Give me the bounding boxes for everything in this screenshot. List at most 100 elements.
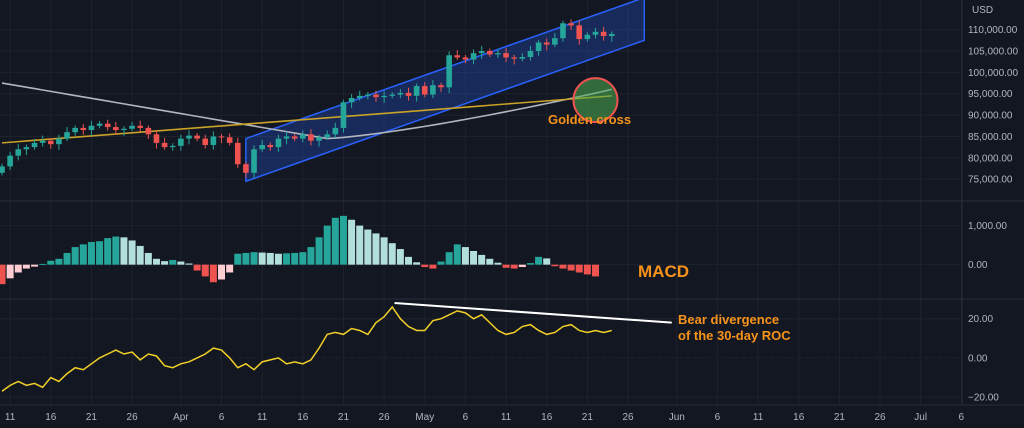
x-tick-label: 6 <box>715 412 721 423</box>
x-tick-label: 16 <box>793 412 805 423</box>
candle-body <box>267 145 274 148</box>
macd-bar <box>193 264 201 271</box>
golden-cross-marker <box>572 77 619 124</box>
macd-bar <box>559 264 567 269</box>
x-tick-label: 16 <box>541 412 553 423</box>
candle-body <box>316 137 322 141</box>
candle-body <box>300 134 306 139</box>
candle-body <box>113 127 119 131</box>
macd-bar <box>486 258 494 265</box>
macd-bar <box>437 261 445 265</box>
macd-bar <box>543 258 551 265</box>
macd-bar <box>234 253 242 265</box>
macd-bar <box>152 258 160 265</box>
currency-label[interactable]: USD <box>972 5 993 16</box>
candle-body <box>478 51 485 54</box>
macd-bar <box>120 237 128 265</box>
candle-body <box>275 138 282 148</box>
regression-channel <box>245 0 646 183</box>
macd-bar <box>535 256 543 265</box>
macd-bar <box>299 252 307 265</box>
macd-bar <box>209 264 217 283</box>
candle-body <box>413 86 420 96</box>
candle-body <box>454 55 461 58</box>
macd-bar <box>583 264 591 275</box>
macd-bar <box>291 252 299 265</box>
macd-bar <box>201 264 209 277</box>
macd-bar <box>185 263 193 265</box>
x-tick-label: 6 <box>219 412 225 423</box>
candle-body <box>543 42 550 45</box>
macd-bar <box>518 264 526 268</box>
candle-body <box>397 92 404 95</box>
candle-body <box>161 142 168 148</box>
golden-cross-label: Golden cross <box>548 112 631 127</box>
macd-bar <box>575 264 583 273</box>
candle-body <box>373 94 379 98</box>
candle-body <box>56 138 62 145</box>
macd-bar <box>169 259 177 265</box>
grid <box>0 0 1024 406</box>
macd-bar <box>388 243 396 265</box>
candle-body <box>608 33 615 37</box>
price-tick-label: 95,000.00 <box>968 89 1013 100</box>
macd-bar <box>323 225 331 265</box>
macd-bar <box>87 242 95 265</box>
macd-bar <box>14 264 22 273</box>
candle-body <box>291 136 298 139</box>
axes: 11 16 21 26 Apr 6 11 16 21 26 May 6 11 16 21 26 Jun 6 11 16… <box>5 25 1019 423</box>
candle-body <box>194 135 200 139</box>
macd-bar <box>339 215 347 265</box>
candle-body <box>389 94 396 96</box>
candle-body <box>568 23 574 26</box>
macd-bar <box>250 252 258 265</box>
candle-body <box>324 134 330 138</box>
macd-bar <box>22 264 30 269</box>
macd-bar <box>218 264 226 280</box>
candle-body <box>226 137 233 143</box>
macd-bar <box>470 251 478 265</box>
x-tick-label: Apr <box>173 412 189 423</box>
macd-tick-label: 1,000.00 <box>968 221 1007 232</box>
price-tick-label: 105,000.00 <box>968 47 1018 58</box>
macd-bar <box>79 244 87 265</box>
macd-bar <box>307 247 315 265</box>
macd-bar <box>47 260 55 265</box>
macd-bar <box>226 264 234 273</box>
candle-body <box>381 95 387 98</box>
x-tick-label: 6 <box>959 412 965 423</box>
bear-divergence-label-1: Bear divergence <box>678 312 779 327</box>
macd-bar <box>55 258 63 265</box>
roc-line <box>1 305 612 392</box>
candle-body <box>88 125 95 131</box>
candle-body <box>15 149 22 156</box>
candle-body <box>283 136 290 139</box>
macd-bar <box>242 252 250 265</box>
macd-bar <box>177 261 185 265</box>
macd-bar <box>348 219 356 265</box>
candle-body <box>243 164 249 173</box>
candle-body <box>96 123 103 126</box>
candle-body <box>503 53 509 58</box>
x-tick-label: 11 <box>5 412 16 423</box>
x-tick-label: 11 <box>257 412 268 423</box>
x-tick-label: 16 <box>45 412 57 423</box>
moving-average-short <box>1 95 612 144</box>
macd-bar <box>315 237 323 265</box>
candle-body <box>23 147 30 150</box>
candle-body <box>487 51 493 55</box>
x-tick-label: 26 <box>127 412 139 423</box>
x-tick-label: 21 <box>834 412 846 423</box>
price-tick-label: 85,000.00 <box>968 132 1013 143</box>
price-tick-label: 80,000.00 <box>968 153 1013 164</box>
x-tick-label: 21 <box>86 412 98 423</box>
candle-body <box>178 138 184 146</box>
macd-bar <box>526 263 534 265</box>
macd-bar <box>372 233 380 265</box>
candle-body <box>234 142 241 165</box>
candle-body <box>600 31 607 37</box>
macd-bar <box>161 261 169 265</box>
candle-body <box>356 95 363 98</box>
